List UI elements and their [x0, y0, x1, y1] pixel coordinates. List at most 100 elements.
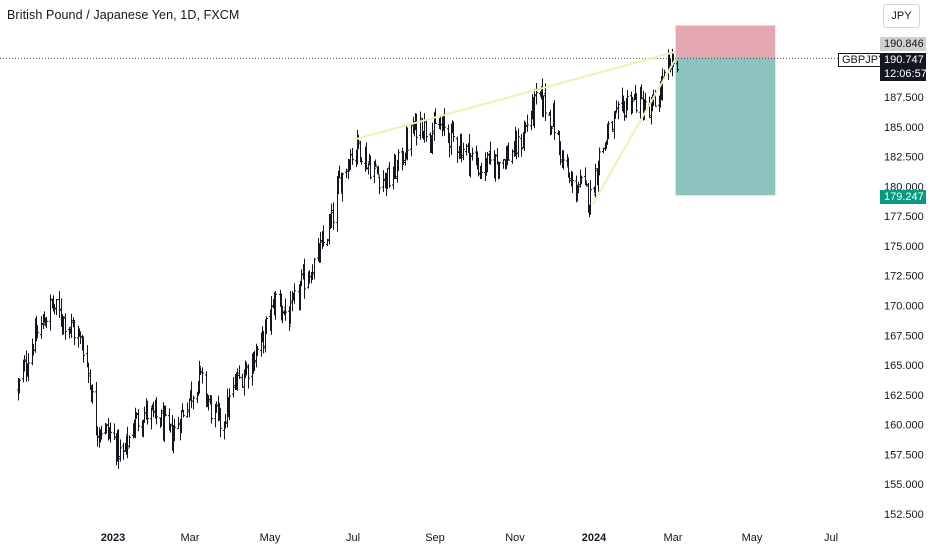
ohlc-bar [256, 345, 259, 357]
ohlc-bars [17, 48, 679, 470]
ohlc-bar [82, 336, 85, 363]
ohlc-bar [262, 330, 265, 354]
ohlc-bar [382, 170, 385, 193]
ohlc-bar [577, 181, 580, 194]
ohlc-bar [300, 269, 303, 287]
trendline-lower [591, 58, 677, 205]
ohlc-bar [439, 114, 442, 131]
trendline-upper [352, 50, 676, 141]
ohlc-bar [520, 133, 523, 157]
ohlc-bar [462, 142, 465, 161]
ohlc-bar [96, 426, 99, 447]
ohlc-bar [36, 325, 39, 338]
ohlc-bar [126, 426, 129, 459]
ohlc-bar [146, 400, 149, 425]
ohlc-bar [448, 132, 451, 158]
ohlc-bar [40, 316, 43, 339]
ohlc-bar [580, 175, 583, 185]
ohlc-bar [498, 162, 501, 179]
ohlc-bar [236, 368, 239, 391]
ohlc-bar [533, 88, 536, 129]
ohlc-bar [345, 168, 348, 178]
ohlc-bar [415, 113, 418, 146]
x-tick-label: Nov [505, 532, 525, 544]
ohlc-bar [553, 100, 556, 141]
x-tick-label: Jul [346, 532, 360, 544]
ohlc-bar [109, 422, 112, 443]
ohlc-bar [313, 258, 316, 280]
ohlc-bar [49, 294, 52, 331]
ohlc-bar [635, 92, 638, 113]
ohlc-bar [360, 157, 363, 165]
ohlc-bar [676, 60, 679, 73]
ohlc-bar [357, 134, 360, 150]
ohlc-bar [406, 127, 409, 161]
ohlc-bar [374, 159, 377, 167]
ohlc-bar [607, 121, 610, 140]
x-tick-label: May [260, 532, 281, 544]
ohlc-bar [18, 378, 21, 394]
ohlc-bar [270, 296, 273, 335]
ohlc-bar [91, 384, 94, 404]
ohlc-bar [70, 313, 73, 338]
y-tick-label: 162.500 [884, 390, 924, 402]
ohlc-bar [330, 203, 333, 228]
x-tick-label: 2023 [101, 532, 125, 544]
symbol-tag: GBPJPY [838, 53, 890, 67]
ohlc-bar [89, 369, 92, 390]
ohlc-bar [281, 305, 284, 324]
ohlc-bar [524, 121, 527, 134]
ohlc-bar [571, 171, 574, 193]
ohlc-bar [119, 439, 122, 462]
ohlc-bar [160, 409, 163, 427]
ohlc-bar [288, 306, 291, 332]
ohlc-bar [274, 291, 277, 320]
ohlc-bar [471, 147, 474, 161]
take-profit-zone [675, 58, 776, 196]
ohlc-bar [397, 149, 400, 172]
ohlc-bar [289, 291, 292, 325]
ohlc-bar [53, 304, 56, 315]
ohlc-bar [378, 176, 381, 195]
ohlc-bar [623, 100, 626, 121]
y-tick-label: 175.000 [884, 241, 924, 253]
ohlc-bar [232, 377, 235, 398]
last-price-tag: 190.747 [880, 53, 926, 67]
ohlc-bar [55, 298, 58, 316]
ohlc-bar [377, 165, 380, 176]
ohlc-bar [27, 353, 30, 382]
ohlc-bar [443, 108, 446, 136]
x-tick-label: 2024 [582, 532, 607, 544]
ohlc-bar [79, 331, 82, 344]
ohlc-bar [247, 364, 250, 389]
ohlc-bar [23, 355, 26, 372]
ohlc-bar [45, 316, 48, 329]
ohlc-bar [207, 394, 210, 411]
ohlc-bar [177, 417, 180, 430]
ohlc-bar [303, 258, 306, 299]
ohlc-bar [456, 136, 459, 163]
ohlc-bar [452, 121, 455, 142]
ohlc-bar [169, 423, 172, 433]
ohlc-bar [105, 423, 108, 434]
ohlc-bar [87, 362, 90, 384]
ohlc-bar [62, 316, 65, 335]
ohlc-bar [228, 388, 231, 421]
ohlc-bar [594, 163, 597, 199]
ohlc-bar [550, 125, 553, 135]
ohlc-bar [192, 395, 195, 410]
currency-button[interactable]: JPY [883, 4, 920, 28]
y-tick-label: 172.500 [884, 271, 924, 283]
y-tick-label: 157.500 [884, 449, 924, 461]
ohlc-bar [351, 148, 354, 165]
ohlc-bar [562, 150, 565, 170]
ohlc-bar [369, 155, 372, 180]
ohlc-bar [598, 147, 601, 176]
ohlc-bar [386, 168, 389, 190]
ohlc-bar [150, 407, 153, 430]
ohlc-bar [210, 395, 213, 424]
chart-title: British Pound / Japanese Yen, 1D, FXCM [7, 8, 240, 22]
ohlc-bar [640, 84, 643, 100]
